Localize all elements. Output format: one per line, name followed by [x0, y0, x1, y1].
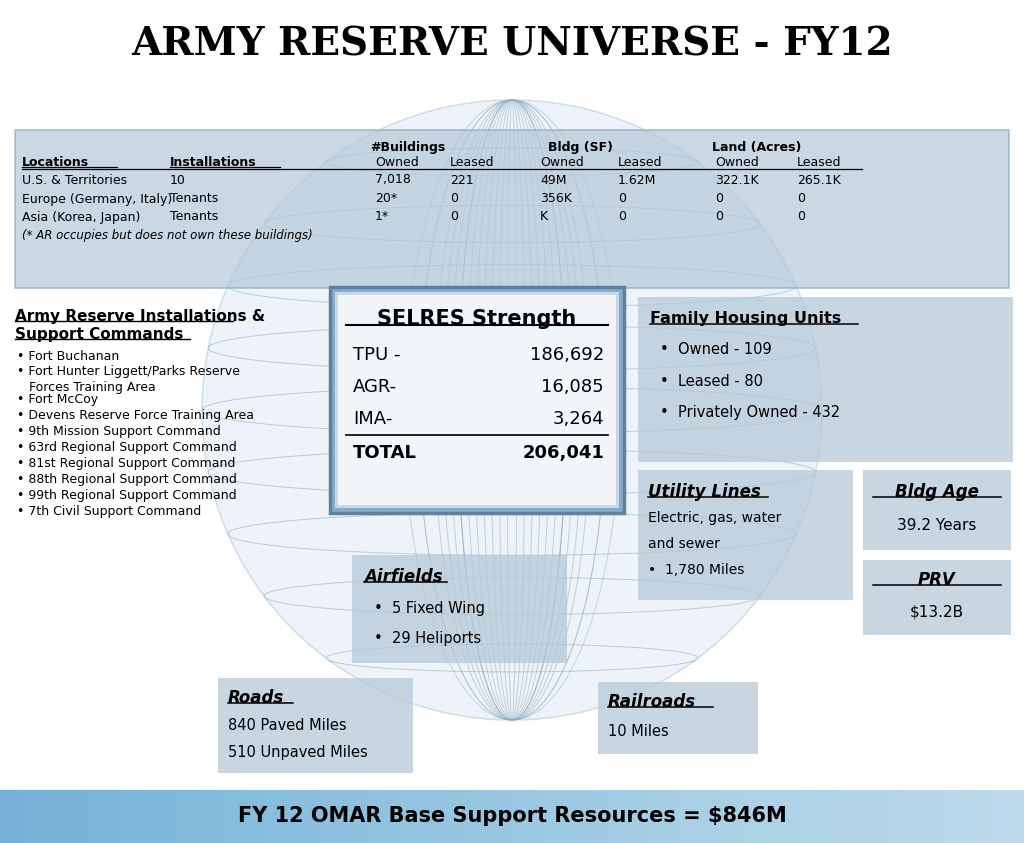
FancyBboxPatch shape: [330, 287, 624, 513]
FancyBboxPatch shape: [338, 295, 616, 505]
Text: Owned: Owned: [715, 157, 759, 169]
Text: Support Commands: Support Commands: [15, 326, 183, 341]
Text: • 99th Regional Support Command: • 99th Regional Support Command: [17, 490, 237, 502]
Text: •  Owned - 109: • Owned - 109: [660, 341, 772, 357]
Text: (* AR occupies but does not own these buildings): (* AR occupies but does not own these bu…: [22, 228, 312, 241]
Text: Forces Training Area: Forces Training Area: [29, 382, 156, 395]
Text: 840 Paved Miles: 840 Paved Miles: [228, 718, 347, 733]
Text: • 7th Civil Support Command: • 7th Civil Support Command: [17, 506, 202, 518]
Text: Bldg (SF): Bldg (SF): [548, 142, 612, 154]
Text: 10: 10: [170, 174, 186, 186]
Text: 186,692: 186,692: [529, 346, 604, 364]
Text: ARMY RESERVE UNIVERSE - FY12: ARMY RESERVE UNIVERSE - FY12: [131, 26, 893, 64]
Text: FY 12 OMAR Base Support Resources = $846M: FY 12 OMAR Base Support Resources = $846…: [238, 807, 786, 826]
Text: Leased: Leased: [450, 157, 495, 169]
Text: 356K: 356K: [540, 192, 571, 206]
Text: 206,041: 206,041: [522, 444, 604, 462]
Text: Asia (Korea, Japan): Asia (Korea, Japan): [22, 211, 140, 223]
Text: Leased: Leased: [618, 157, 663, 169]
Text: Land (Acres): Land (Acres): [713, 142, 802, 154]
Text: Locations: Locations: [22, 157, 89, 169]
Text: 0: 0: [618, 211, 626, 223]
Text: 20*: 20*: [375, 192, 397, 206]
Text: 0: 0: [618, 192, 626, 206]
Text: •  29 Heliports: • 29 Heliports: [374, 631, 481, 647]
Text: 322.1K: 322.1K: [715, 174, 759, 186]
Text: Utility Lines: Utility Lines: [648, 483, 761, 501]
Text: 39.2 Years: 39.2 Years: [897, 518, 977, 534]
Text: Leased: Leased: [797, 157, 842, 169]
Text: • 81st Regional Support Command: • 81st Regional Support Command: [17, 458, 236, 470]
Text: #Buildings: #Buildings: [371, 142, 445, 154]
Text: 16,085: 16,085: [542, 378, 604, 396]
Text: $13.2B: $13.2B: [910, 604, 964, 620]
Text: 0: 0: [450, 211, 458, 223]
Text: 265.1K: 265.1K: [797, 174, 841, 186]
Text: SELRES Strength: SELRES Strength: [378, 309, 577, 329]
Text: Bldg Age: Bldg Age: [895, 483, 979, 501]
Text: TOTAL: TOTAL: [353, 444, 417, 462]
Text: 49M: 49M: [540, 174, 566, 186]
Text: 510 Unpaved Miles: 510 Unpaved Miles: [228, 744, 368, 760]
Text: PRV: PRV: [919, 571, 955, 589]
Text: K: K: [540, 211, 548, 223]
Text: Airfields: Airfields: [364, 568, 442, 586]
Text: • 63rd Regional Support Command: • 63rd Regional Support Command: [17, 442, 237, 454]
Text: •  Privately Owned - 432: • Privately Owned - 432: [660, 405, 840, 421]
Text: Owned: Owned: [375, 157, 419, 169]
Text: 3,264: 3,264: [552, 410, 604, 428]
FancyBboxPatch shape: [335, 292, 618, 508]
Text: Army Reserve Installations &: Army Reserve Installations &: [15, 309, 265, 324]
Text: 0: 0: [715, 211, 723, 223]
FancyBboxPatch shape: [352, 555, 567, 663]
FancyBboxPatch shape: [218, 678, 413, 773]
FancyBboxPatch shape: [863, 560, 1011, 635]
Text: •  1,780 Miles: • 1,780 Miles: [648, 563, 744, 577]
Text: AGR-: AGR-: [353, 378, 397, 396]
Text: 221: 221: [450, 174, 474, 186]
Text: •  5 Fixed Wing: • 5 Fixed Wing: [374, 602, 485, 616]
Text: • Fort McCoy: • Fort McCoy: [17, 394, 98, 406]
Circle shape: [202, 100, 822, 720]
Text: Family Housing Units: Family Housing Units: [650, 312, 842, 326]
Text: Roads: Roads: [228, 689, 285, 707]
Text: and sewer: and sewer: [648, 537, 720, 551]
Text: 0: 0: [797, 211, 805, 223]
Text: 7,018: 7,018: [375, 174, 411, 186]
FancyBboxPatch shape: [863, 470, 1011, 550]
Text: U.S. & Territories: U.S. & Territories: [22, 174, 127, 186]
FancyBboxPatch shape: [598, 682, 758, 754]
FancyBboxPatch shape: [15, 130, 1009, 288]
Text: Electric, gas, water: Electric, gas, water: [648, 511, 781, 525]
Text: Europe (Germany, Italy): Europe (Germany, Italy): [22, 192, 172, 206]
Text: • Devens Reserve Force Training Area: • Devens Reserve Force Training Area: [17, 410, 254, 422]
Text: Railroads: Railroads: [608, 693, 696, 711]
Text: Tenants: Tenants: [170, 192, 218, 206]
FancyBboxPatch shape: [638, 470, 853, 600]
Text: Tenants: Tenants: [170, 211, 218, 223]
Text: 0: 0: [715, 192, 723, 206]
Text: Owned: Owned: [540, 157, 584, 169]
Text: 0: 0: [450, 192, 458, 206]
Text: 1*: 1*: [375, 211, 389, 223]
Text: IMA-: IMA-: [353, 410, 392, 428]
Text: 1.62M: 1.62M: [618, 174, 656, 186]
Text: • Fort Hunter Liggett/Parks Reserve: • Fort Hunter Liggett/Parks Reserve: [17, 366, 240, 379]
Text: • 9th Mission Support Command: • 9th Mission Support Command: [17, 426, 221, 438]
Text: 10 Miles: 10 Miles: [608, 724, 669, 739]
Text: Installations: Installations: [170, 157, 257, 169]
Text: • Fort Buchanan: • Fort Buchanan: [17, 350, 119, 362]
Text: • 88th Regional Support Command: • 88th Regional Support Command: [17, 474, 237, 486]
Text: 0: 0: [797, 192, 805, 206]
Text: TPU -: TPU -: [353, 346, 400, 364]
FancyBboxPatch shape: [638, 297, 1013, 462]
Text: •  Leased - 80: • Leased - 80: [660, 373, 763, 389]
